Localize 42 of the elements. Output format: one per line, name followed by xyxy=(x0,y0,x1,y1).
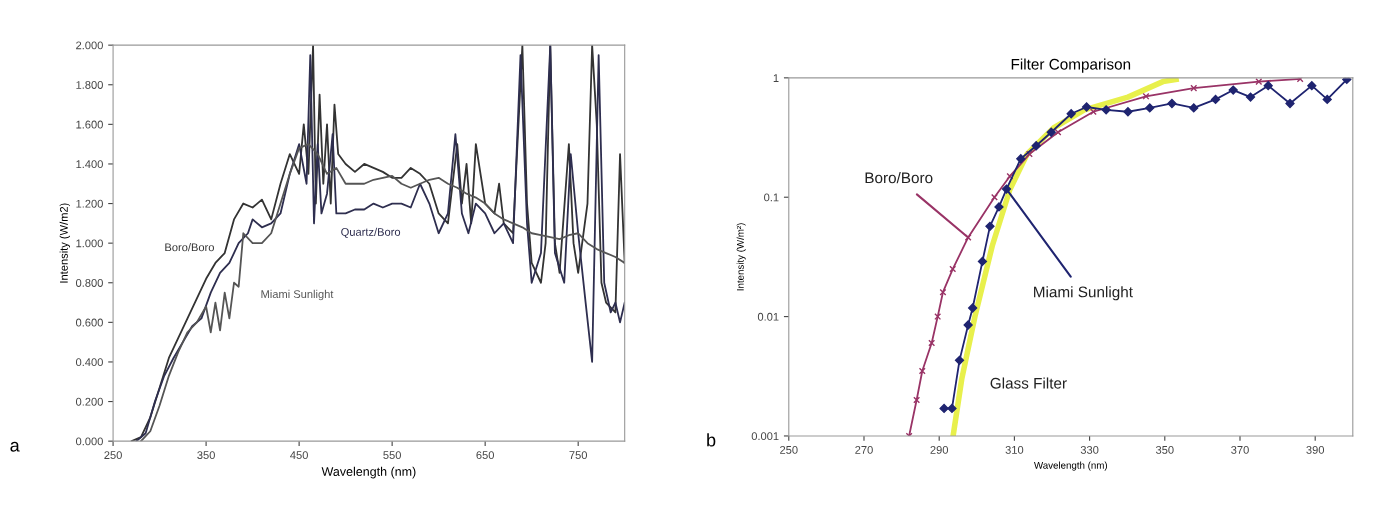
y-tick-label: 2.000 xyxy=(76,41,103,50)
x-tick-label: 350 xyxy=(1155,445,1174,454)
y-tick-label: 1.600 xyxy=(76,120,103,129)
text: Boro/Boro xyxy=(865,172,933,184)
text: a xyxy=(10,441,20,452)
y-tick-label: 0.000 xyxy=(75,437,103,446)
x-tick-label: 250 xyxy=(104,451,122,460)
y-tick-label: 0.600 xyxy=(75,318,103,327)
text: Miami Sunlight xyxy=(261,289,334,301)
x-tick-label: 550 xyxy=(383,451,401,460)
y-tick-label: 0.001 xyxy=(751,432,779,441)
x-tick-label: 370 xyxy=(1231,445,1249,454)
y-tick-label: 1.800 xyxy=(76,81,103,89)
x-tick-label: 750 xyxy=(569,451,588,460)
x-tick-label: 390 xyxy=(1306,445,1325,454)
x-tick-label: 330 xyxy=(1080,445,1099,454)
x-axis-title: Wavelength (nm) xyxy=(1034,461,1108,471)
chart-title: Filter Comparison xyxy=(1011,58,1131,73)
x-tick-label: 650 xyxy=(476,451,494,460)
y-tick-label: 0.200 xyxy=(75,397,103,406)
series-label: Glass Filter xyxy=(990,377,1067,389)
y-tick-label: 0.01 xyxy=(757,312,779,321)
y-tick-label: 1.400 xyxy=(76,160,103,169)
y-axis-title: Intensity (W/m²) xyxy=(736,223,746,291)
y-axis-title: Intensity (W/m2) xyxy=(59,203,70,283)
y-tick-label: 1.000 xyxy=(76,239,103,248)
y-tick-label: 0.800 xyxy=(75,279,103,287)
text: b xyxy=(707,433,716,447)
x-tick-label: 450 xyxy=(290,451,308,460)
x-tick-label: 290 xyxy=(930,445,949,454)
x-tick-label: 270 xyxy=(855,445,873,454)
y-tick-label: 1.200 xyxy=(76,199,103,208)
y-tick-label: 1 xyxy=(773,74,779,82)
x-axis-title: Wavelength (nm) xyxy=(321,466,416,479)
series-label: Boro/Boro xyxy=(165,243,214,252)
y-tick-label: 0.400 xyxy=(75,358,103,367)
x-tick-label: 310 xyxy=(1005,445,1024,454)
x-tick-label: 350 xyxy=(197,451,215,460)
y-tick-label: 0.1 xyxy=(764,193,779,202)
series-label: Quartz/Boro xyxy=(341,227,401,238)
x-tick-label: 250 xyxy=(780,445,798,454)
text: Miami Sunlight xyxy=(1034,286,1133,301)
